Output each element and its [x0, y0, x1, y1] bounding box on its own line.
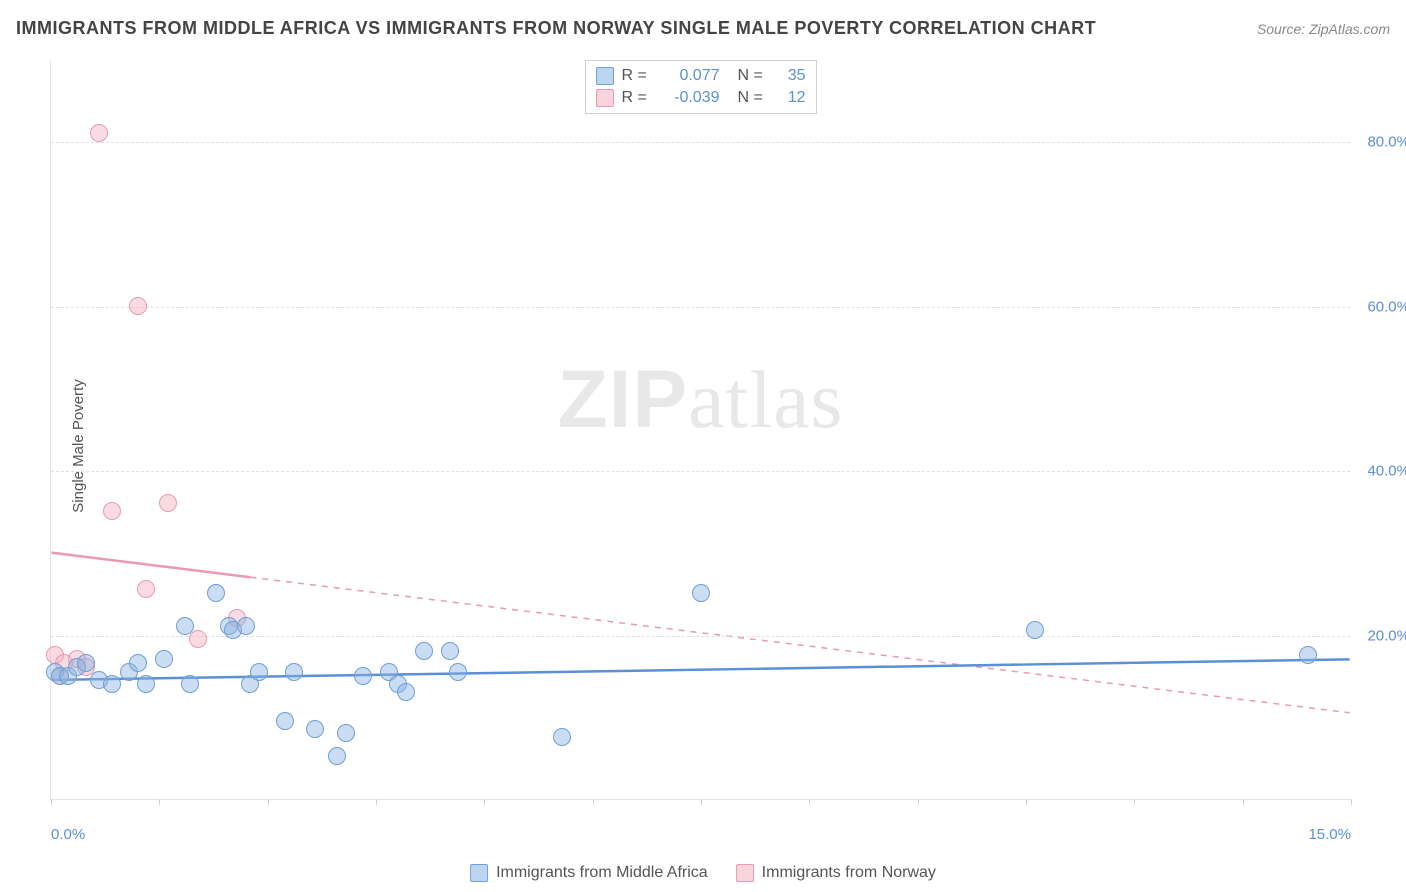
plot-area: ZIPatlas R = 0.077 N = 35 R = -0.039 N =…: [50, 60, 1350, 800]
data-point: [553, 728, 571, 746]
data-point: [441, 642, 459, 660]
x-tick: [1026, 799, 1027, 805]
x-tick-label-min: 0.0%: [51, 826, 85, 843]
x-tick: [701, 799, 702, 805]
swatch-pink-icon: [736, 864, 754, 882]
legend-item-series2: Immigrants from Norway: [736, 864, 936, 882]
x-tick: [51, 799, 52, 805]
data-point: [449, 663, 467, 681]
x-tick-label-max: 15.0%: [1308, 826, 1351, 843]
data-point: [207, 584, 225, 602]
data-point: [285, 663, 303, 681]
legend-item-series1: Immigrants from Middle Africa: [470, 864, 708, 882]
data-point: [692, 584, 710, 602]
data-point: [397, 683, 415, 701]
data-point: [276, 712, 294, 730]
legend-row-series1: R = 0.077 N = 35: [596, 65, 806, 87]
x-tick: [1134, 799, 1135, 805]
data-point: [159, 494, 177, 512]
gridline: [51, 471, 1350, 472]
legend-label-series1: Immigrants from Middle Africa: [496, 864, 708, 882]
data-point: [155, 650, 173, 668]
data-point: [103, 675, 121, 693]
swatch-blue-icon: [470, 864, 488, 882]
y-tick-label: 80.0%: [1367, 134, 1406, 151]
gridline: [51, 307, 1350, 308]
data-point: [90, 124, 108, 142]
r-value-series2: -0.039: [660, 89, 720, 107]
x-tick: [809, 799, 810, 805]
r-value-series1: 0.077: [660, 67, 720, 85]
y-tick-label: 40.0%: [1367, 463, 1406, 480]
chart-title: IMMIGRANTS FROM MIDDLE AFRICA VS IMMIGRA…: [16, 18, 1096, 39]
x-tick: [1351, 799, 1352, 805]
data-point: [181, 675, 199, 693]
gridline: [51, 142, 1350, 143]
x-tick: [593, 799, 594, 805]
legend-label-series2: Immigrants from Norway: [762, 864, 936, 882]
x-tick: [918, 799, 919, 805]
n-label: N =: [738, 89, 768, 107]
data-point: [129, 297, 147, 315]
x-tick: [159, 799, 160, 805]
watermark-zip: ZIP: [558, 354, 689, 445]
data-point: [250, 663, 268, 681]
watermark-atlas: atlas: [688, 354, 843, 445]
source-label: Source: ZipAtlas.com: [1257, 21, 1390, 37]
data-point: [1299, 646, 1317, 664]
legend-row-series2: R = -0.039 N = 12: [596, 87, 806, 109]
n-label: N =: [738, 67, 768, 85]
y-tick-label: 20.0%: [1367, 627, 1406, 644]
data-point: [337, 724, 355, 742]
data-point: [103, 502, 121, 520]
data-point: [129, 654, 147, 672]
data-point: [306, 720, 324, 738]
n-value-series1: 35: [776, 67, 806, 85]
r-label: R =: [622, 67, 652, 85]
data-point: [137, 580, 155, 598]
data-point: [328, 747, 346, 765]
data-point: [176, 617, 194, 635]
data-point: [415, 642, 433, 660]
x-tick: [268, 799, 269, 805]
gridline: [51, 636, 1350, 637]
data-point: [354, 667, 372, 685]
n-value-series2: 12: [776, 89, 806, 107]
legend-correlation-box: R = 0.077 N = 35 R = -0.039 N = 12: [585, 60, 817, 114]
data-point: [237, 617, 255, 635]
x-tick: [1243, 799, 1244, 805]
y-tick-label: 60.0%: [1367, 298, 1406, 315]
swatch-pink-icon: [596, 89, 614, 107]
data-point: [77, 654, 95, 672]
r-label: R =: [622, 89, 652, 107]
data-point: [137, 675, 155, 693]
data-point: [1026, 621, 1044, 639]
x-tick: [484, 799, 485, 805]
legend-bottom: Immigrants from Middle Africa Immigrants…: [470, 864, 936, 882]
swatch-blue-icon: [596, 67, 614, 85]
watermark: ZIPatlas: [558, 353, 844, 447]
x-tick: [376, 799, 377, 805]
